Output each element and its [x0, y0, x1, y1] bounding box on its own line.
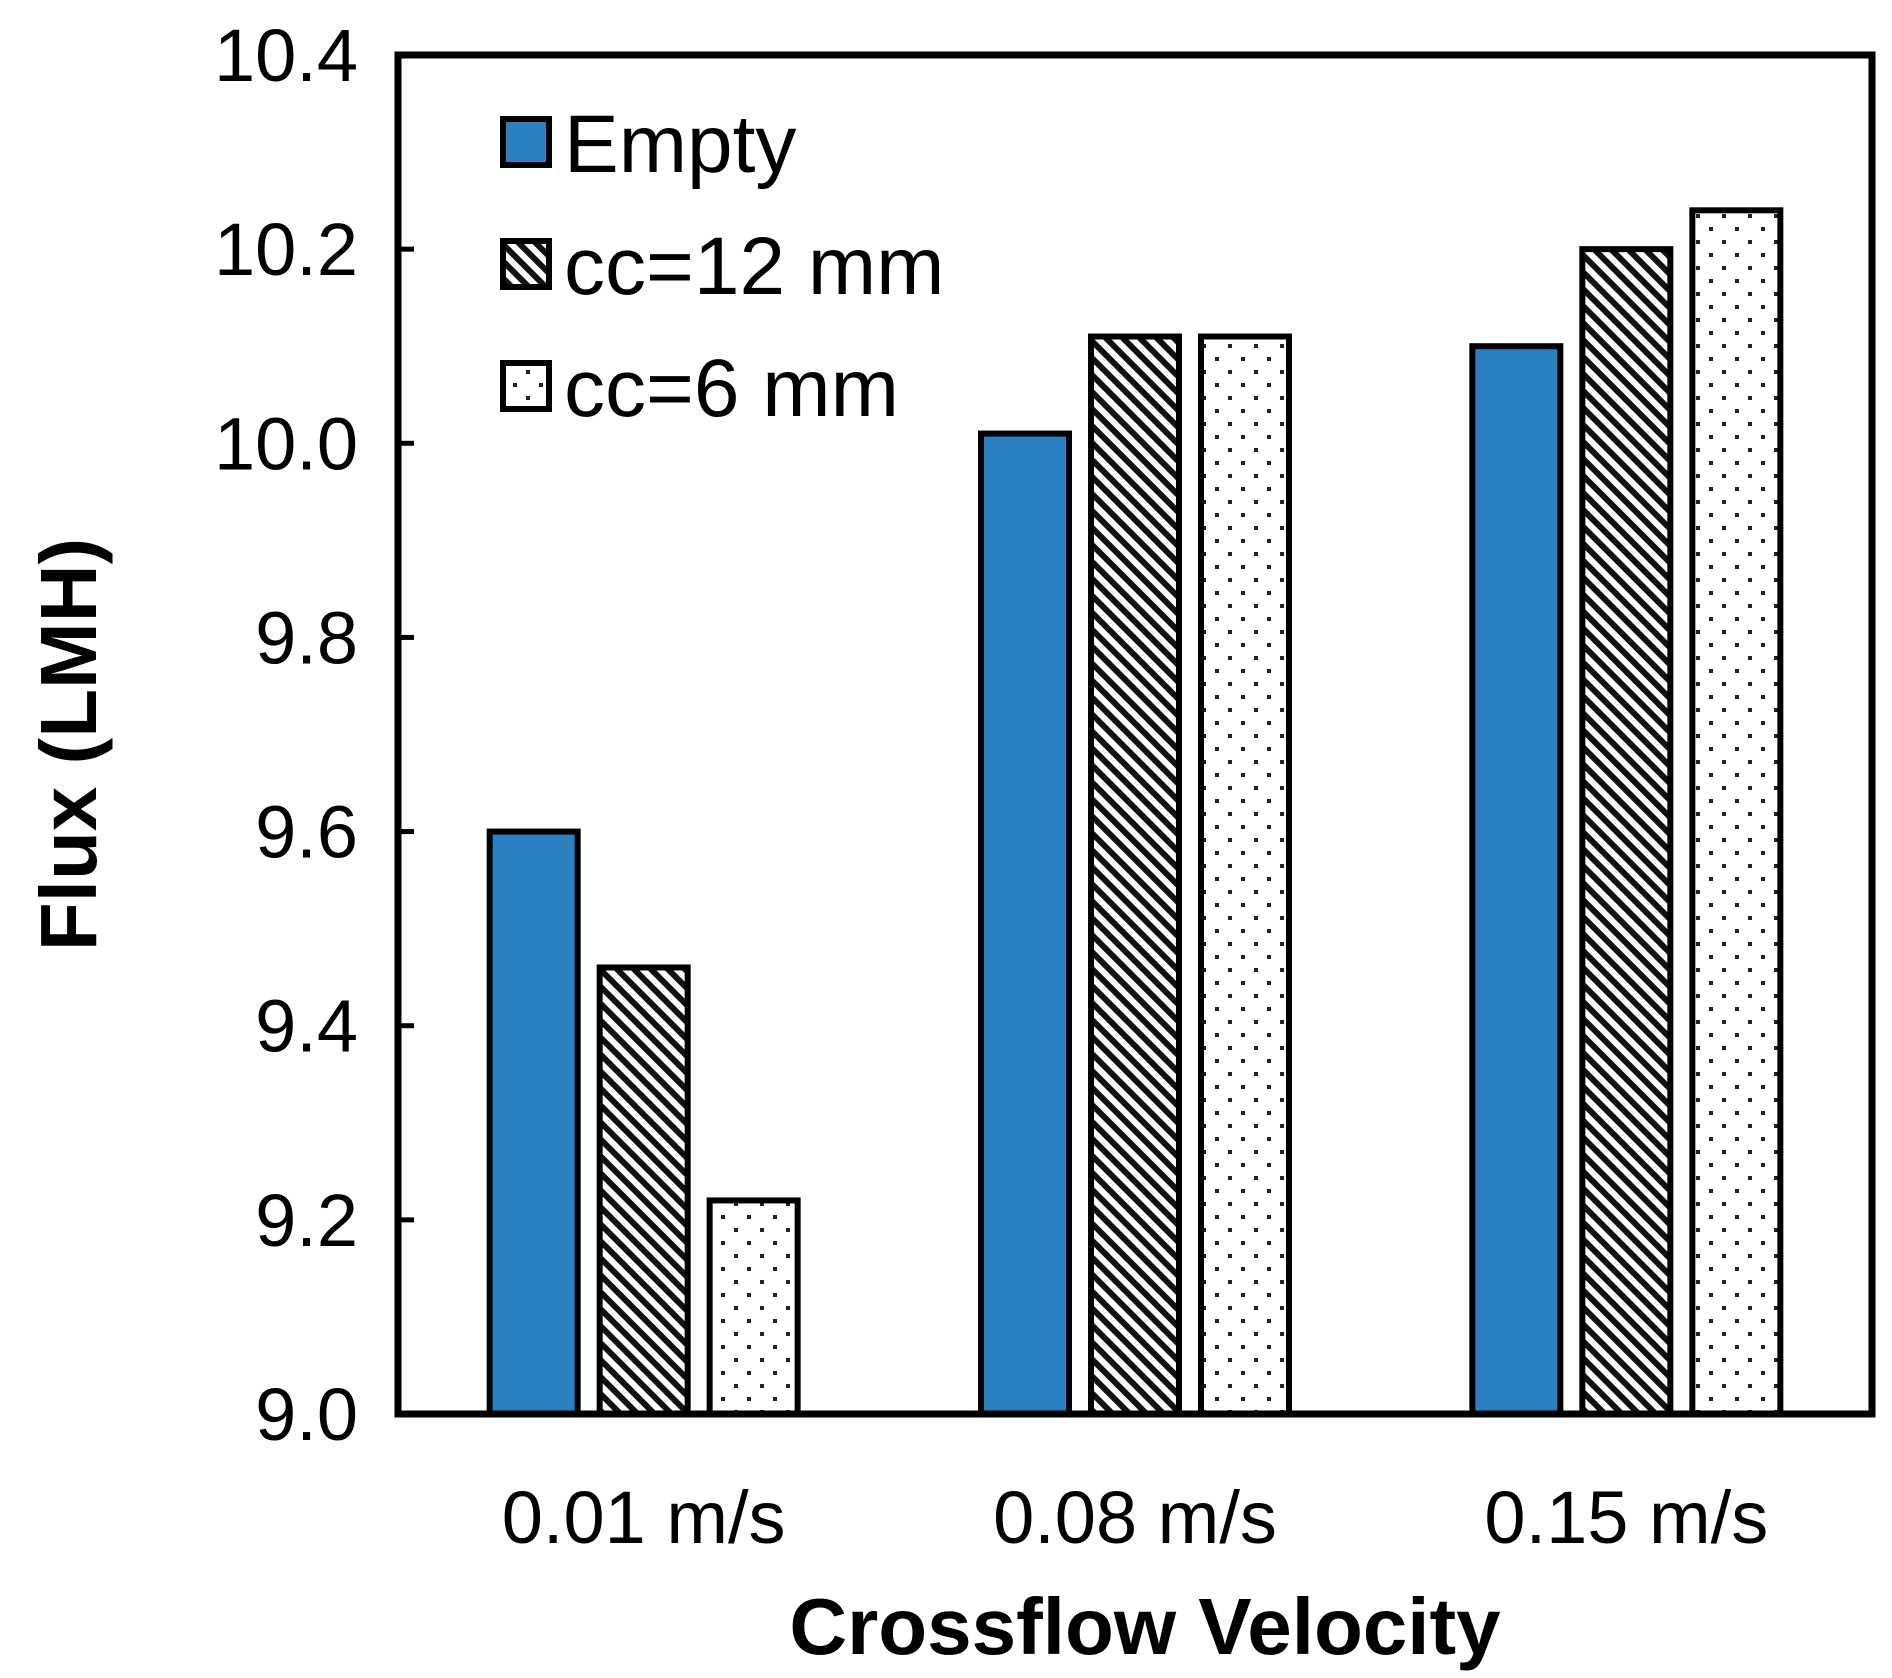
bar-empty-1	[978, 430, 1072, 1418]
legend-swatch	[500, 360, 552, 412]
y-tick-label: 9.2	[255, 1179, 358, 1262]
bar-empty-2	[1469, 343, 1564, 1418]
bar-cc-12-mm-0	[596, 964, 691, 1417]
y-axis-title: Flux (LMH)	[24, 538, 113, 951]
legend-label: Empty	[564, 99, 796, 190]
y-tick-label: 9.8	[255, 596, 358, 679]
bar-cc-6-mm-0	[706, 1197, 801, 1418]
y-tick-label: 10.2	[214, 208, 358, 291]
y-tick-label: 9.6	[255, 791, 358, 874]
y-tick-label: 9.0	[255, 1373, 358, 1456]
y-tick-label: 9.4	[255, 985, 358, 1068]
legend-label: cc=12 mm	[564, 221, 945, 312]
bar-cc-12-mm-1	[1088, 333, 1182, 1417]
y-tick-label: 10.4	[214, 14, 358, 97]
legend-swatch	[500, 116, 552, 168]
bar-cc-6-mm-1	[1198, 333, 1292, 1417]
x-axis-title: Crossflow Velocity	[789, 1582, 1501, 1671]
y-axis-ticks: 9.0 9.2 9.4 9.6 9.8 10.0 10.2 10.4	[214, 14, 414, 1456]
x-tick-label: 0.08 m/s	[993, 1476, 1277, 1559]
x-tick-label: 0.01 m/s	[502, 1476, 786, 1559]
bar-cc-12-mm-2	[1579, 246, 1674, 1418]
bar-cc-6-mm-2	[1689, 207, 1784, 1417]
y-tick-label: 10.0	[214, 402, 358, 485]
legend: Empty cc=12 mm cc=6 mm	[500, 99, 945, 434]
x-axis-tick-labels: 0.01 m/s 0.08 m/s 0.15 m/s	[502, 1476, 1768, 1559]
legend-label: cc=6 mm	[564, 343, 899, 434]
bars	[486, 207, 1784, 1418]
plot-area	[394, 51, 1876, 1418]
x-tick-label: 0.15 m/s	[1484, 1476, 1768, 1559]
bar-empty-0	[486, 828, 581, 1417]
legend-swatch	[500, 238, 552, 290]
